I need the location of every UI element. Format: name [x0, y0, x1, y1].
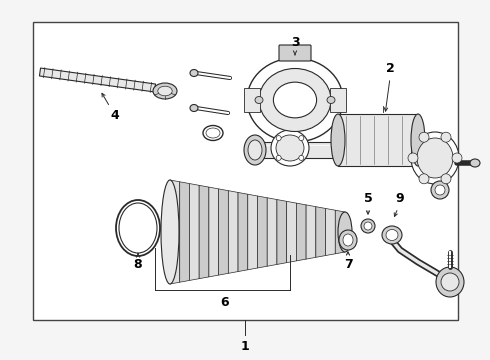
Ellipse shape [273, 82, 317, 118]
Ellipse shape [248, 140, 262, 160]
Ellipse shape [206, 128, 220, 138]
Text: 5: 5 [364, 192, 372, 204]
Ellipse shape [244, 135, 266, 165]
Text: 8: 8 [134, 258, 142, 271]
Ellipse shape [299, 136, 304, 141]
Polygon shape [316, 207, 325, 257]
Text: 6: 6 [220, 297, 229, 310]
Ellipse shape [119, 203, 157, 253]
Ellipse shape [116, 200, 160, 256]
Ellipse shape [276, 135, 304, 161]
Ellipse shape [247, 58, 343, 142]
Ellipse shape [153, 83, 177, 99]
Ellipse shape [158, 86, 172, 96]
Text: 1: 1 [241, 341, 249, 354]
Ellipse shape [411, 114, 425, 166]
Ellipse shape [161, 180, 179, 284]
Ellipse shape [435, 185, 445, 195]
Ellipse shape [276, 136, 281, 141]
Polygon shape [335, 210, 345, 254]
Polygon shape [248, 194, 258, 270]
Ellipse shape [441, 174, 451, 184]
Polygon shape [199, 185, 209, 279]
Text: 2: 2 [386, 62, 394, 75]
Ellipse shape [259, 68, 331, 131]
Polygon shape [219, 189, 228, 275]
Polygon shape [277, 199, 287, 265]
Ellipse shape [431, 181, 449, 199]
Polygon shape [170, 180, 180, 284]
Text: 3: 3 [291, 36, 299, 49]
Ellipse shape [255, 96, 263, 104]
Ellipse shape [299, 156, 304, 161]
Ellipse shape [452, 153, 462, 163]
Ellipse shape [361, 219, 375, 233]
Ellipse shape [408, 153, 418, 163]
Ellipse shape [331, 114, 345, 166]
Ellipse shape [327, 96, 335, 104]
Ellipse shape [441, 273, 459, 291]
Ellipse shape [190, 69, 198, 77]
Ellipse shape [436, 267, 464, 297]
Polygon shape [238, 193, 248, 271]
Ellipse shape [470, 159, 480, 167]
Bar [338, 114, 418, 166]
Ellipse shape [203, 126, 223, 140]
Bar [244, 88, 260, 112]
Ellipse shape [276, 156, 281, 161]
Ellipse shape [411, 132, 459, 184]
Polygon shape [258, 196, 267, 268]
Text: 7: 7 [343, 258, 352, 271]
Ellipse shape [190, 104, 198, 112]
Polygon shape [40, 68, 155, 92]
Polygon shape [228, 191, 238, 273]
Polygon shape [306, 205, 316, 259]
Text: 9: 9 [396, 192, 404, 204]
Polygon shape [325, 208, 335, 256]
Ellipse shape [338, 212, 352, 252]
Polygon shape [209, 187, 219, 277]
Bar [330, 88, 346, 112]
Ellipse shape [364, 222, 372, 230]
Polygon shape [190, 184, 199, 280]
Ellipse shape [382, 226, 402, 244]
Ellipse shape [441, 132, 451, 142]
Text: 4: 4 [111, 108, 120, 122]
Polygon shape [287, 201, 296, 263]
Ellipse shape [419, 174, 429, 184]
Polygon shape [180, 182, 190, 282]
Polygon shape [267, 198, 277, 266]
Ellipse shape [386, 230, 398, 240]
Ellipse shape [343, 234, 353, 246]
Ellipse shape [419, 132, 429, 142]
Polygon shape [296, 203, 306, 261]
Ellipse shape [417, 138, 453, 178]
Bar [33, 22, 458, 320]
Bar [260, 142, 420, 158]
Ellipse shape [339, 230, 357, 250]
FancyBboxPatch shape [279, 45, 311, 61]
Ellipse shape [271, 130, 309, 166]
